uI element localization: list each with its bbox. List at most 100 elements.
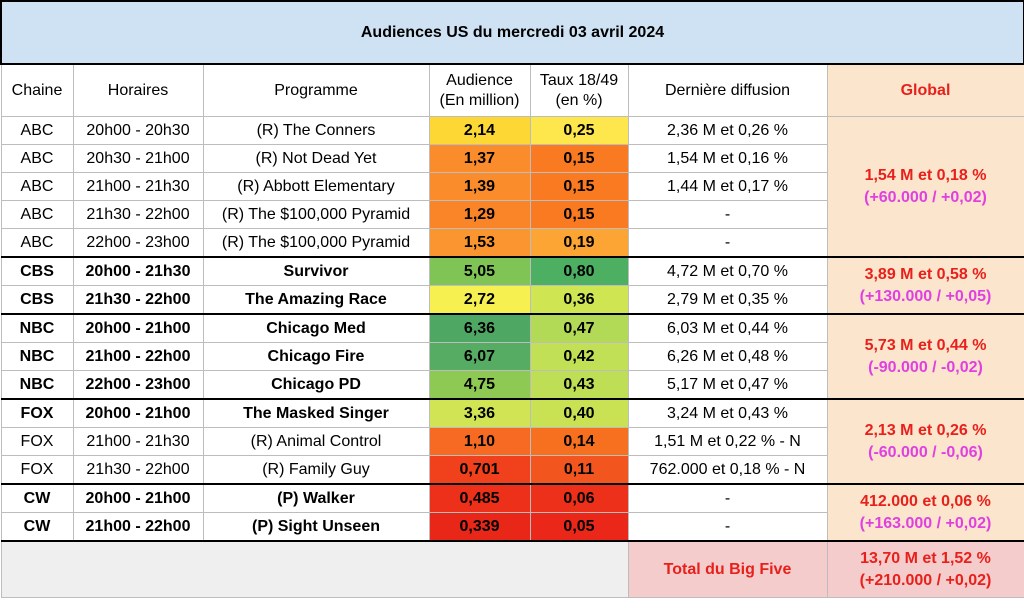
cell-horaires: 20h00 - 21h00 <box>72 483 204 513</box>
cell-chaine: FOX <box>0 398 74 428</box>
cell-horaires: 21h00 - 22h00 <box>72 342 204 371</box>
cell-horaires: 21h30 - 22h00 <box>72 200 204 229</box>
header-audience: Audience (En million) <box>428 63 531 117</box>
cell-audience: 6,36 <box>428 313 531 343</box>
cell-taux: 0,14 <box>529 427 629 456</box>
header-horaires: Horaires <box>72 63 204 117</box>
cell-programme: The Amazing Race <box>202 285 430 315</box>
cell-taux: 0,15 <box>529 144 629 173</box>
cell-taux: 0,36 <box>529 285 629 315</box>
cell-audience: 1,39 <box>428 172 531 201</box>
cell-chaine: CBS <box>0 256 74 286</box>
cell-programme: Chicago Fire <box>202 342 430 371</box>
cell-audience: 1,53 <box>428 228 531 258</box>
cell-derniere: 3,24 M et 0,43 % <box>627 398 828 428</box>
footer-label: Total du Big Five <box>627 540 828 598</box>
cell-audience: 2,72 <box>428 285 531 315</box>
cell-taux: 0,80 <box>529 256 629 286</box>
cell-audience: 3,36 <box>428 398 531 428</box>
cell-taux: 0,40 <box>529 398 629 428</box>
cell-horaires: 22h00 - 23h00 <box>72 370 204 400</box>
cell-taux: 0,43 <box>529 370 629 400</box>
cell-programme: Chicago Med <box>202 313 430 343</box>
cell-derniere: 5,17 M et 0,47 % <box>627 370 828 400</box>
cell-derniere: 2,36 M et 0,26 % <box>627 116 828 145</box>
cell-programme: (P) Sight Unseen <box>202 512 430 542</box>
global-abc: 1,54 M et 0,18 % (+60.000 / +0,02) <box>826 116 1024 258</box>
cell-horaires: 21h30 - 22h00 <box>72 285 204 315</box>
table-row: CBS 21h30 - 22h00 The Amazing Race 2,72 0,36… <box>0 285 1024 315</box>
table-row: FOX 20h00 - 21h00 The Masked Singer 3,36 0,4… <box>0 398 1024 485</box>
header-derniere: Dernière diffusion <box>627 63 828 117</box>
cell-chaine: NBC <box>0 313 74 343</box>
cell-horaires: 21h00 - 22h00 <box>72 512 204 542</box>
global-nbc-line2: (-90.000 / -0,02) <box>868 358 983 376</box>
cell-audience: 4,75 <box>428 370 531 400</box>
cell-horaires: 20h00 - 20h30 <box>72 116 204 145</box>
footer-total: 13,70 M et 1,52 % (+210.000 / +0,02) <box>826 540 1024 598</box>
table-row: CW 21h00 - 22h00 (P) Sight Unseen 0,339 0,05… <box>0 512 1024 542</box>
cell-taux: 0,25 <box>529 116 629 145</box>
footer-row: Total du Big Five 13,70 M et 1,52 % (+210… <box>0 540 1024 598</box>
global-cbs: 3,89 M et 0,58 % (+130.000 / +0,05) <box>826 256 1024 315</box>
cell-chaine: CW <box>0 512 74 542</box>
cell-taux: 0,42 <box>529 342 629 371</box>
cell-programme: (R) Family Guy <box>202 455 430 485</box>
cell-horaires: 20h00 - 21h00 <box>72 398 204 428</box>
global-abc-line1: 1,54 M et 0,18 % <box>864 166 987 184</box>
cell-taux: 0,15 <box>529 172 629 201</box>
cell-horaires: 22h00 - 23h00 <box>72 228 204 258</box>
header-row: Chaine Horaires Programme Audience (En mi… <box>0 63 1024 117</box>
global-fox-line1: 2,13 M et 0,26 % <box>864 421 987 439</box>
cell-horaires: 21h00 - 21h30 <box>72 427 204 456</box>
cell-chaine: ABC <box>0 144 74 173</box>
cell-chaine: FOX <box>0 427 74 456</box>
table-row: ABC 20h30 - 21h00 (R) Not Dead Yet 1,37 0,15… <box>0 144 1024 173</box>
cell-chaine: CW <box>0 483 74 513</box>
cell-taux: 0,06 <box>529 483 629 513</box>
header-audience-line1: Audience <box>446 71 513 89</box>
cell-programme: The Masked Singer <box>202 398 430 428</box>
cell-programme: (R) Not Dead Yet <box>202 144 430 173</box>
table-row: FOX 21h30 - 22h00 (R) Family Guy 0,701 0,11 7… <box>0 455 1024 485</box>
global-cbs-line1: 3,89 M et 0,58 % <box>864 265 987 283</box>
cell-audience: 1,29 <box>428 200 531 229</box>
global-fox-line2: (-60.000 / -0,06) <box>868 443 983 461</box>
table-row: ABC 22h00 - 23h00 (R) The $100,000 Pyramid… <box>0 228 1024 258</box>
cell-programme: (P) Walker <box>202 483 430 513</box>
table-row: NBC 21h00 - 22h00 Chicago Fire 6,07 0,42 6,26… <box>0 342 1024 371</box>
global-cw-line1: 412.000 et 0,06 % <box>860 492 991 510</box>
cell-audience: 1,37 <box>428 144 531 173</box>
global-cw-line2: (+163.000 / +0,02) <box>859 514 992 532</box>
cell-derniere: 6,26 M et 0,48 % <box>627 342 828 371</box>
cell-taux: 0,15 <box>529 200 629 229</box>
cell-derniere: - <box>627 200 828 229</box>
cell-horaires: 21h00 - 21h30 <box>72 172 204 201</box>
global-cbs-line2: (+130.000 / +0,05) <box>859 287 992 305</box>
cell-programme: Survivor <box>202 256 430 286</box>
cell-derniere: 2,79 M et 0,35 % <box>627 285 828 315</box>
header-chaine: Chaine <box>0 63 74 117</box>
cell-horaires: 20h00 - 21h00 <box>72 313 204 343</box>
table-row: NBC 20h00 - 21h00 Chicago Med 6,36 0,47 6,03 … <box>0 313 1024 400</box>
cell-taux: 0,47 <box>529 313 629 343</box>
cell-taux: 0,05 <box>529 512 629 542</box>
cell-horaires: 20h30 - 21h00 <box>72 144 204 173</box>
cell-chaine: NBC <box>0 342 74 371</box>
table-title: Audiences US du mercredi 03 avril 2024 <box>0 0 1024 65</box>
cell-audience: 0,485 <box>428 483 531 513</box>
cell-programme: Chicago PD <box>202 370 430 400</box>
header-audience-line2: (En million) <box>439 91 520 109</box>
cell-audience: 5,05 <box>428 256 531 286</box>
cell-audience: 0,339 <box>428 512 531 542</box>
cell-chaine: ABC <box>0 228 74 258</box>
global-nbc: 5,73 M et 0,44 % (-90.000 / -0,02) <box>826 313 1024 400</box>
cell-chaine: CBS <box>0 285 74 315</box>
table-row: ABC 20h00 - 20h30 (R) The Conners 2,14 0,25 2… <box>0 116 1024 258</box>
table-row: NBC 22h00 - 23h00 Chicago PD 4,75 0,43 5,17 M… <box>0 370 1024 400</box>
cell-derniere: 1,44 M et 0,17 % <box>627 172 828 201</box>
table-row: ABC 21h30 - 22h00 (R) The $100,000 Pyramid… <box>0 200 1024 229</box>
cell-derniere: - <box>627 512 828 542</box>
table-row: ABC 21h00 - 21h30 (R) Abbott Elementary 1,3… <box>0 172 1024 201</box>
